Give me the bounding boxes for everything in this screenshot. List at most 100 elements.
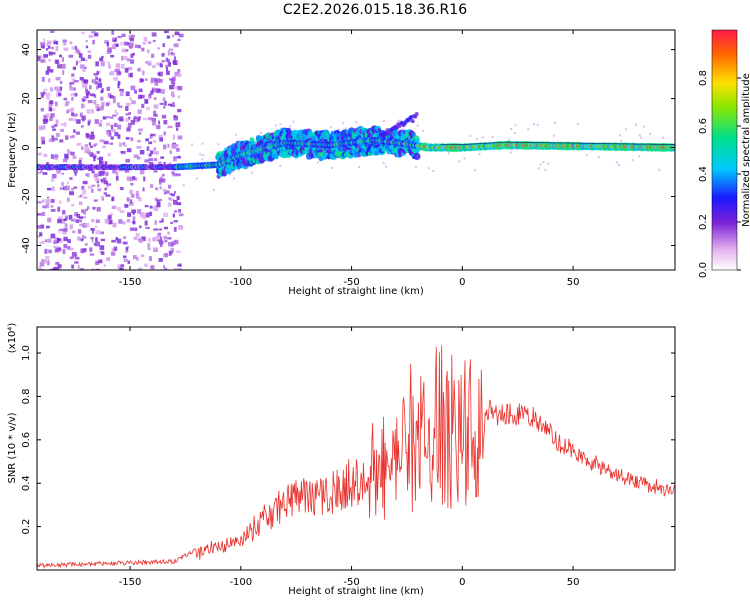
noise-cell [51,186,55,192]
noise-cell [63,218,67,222]
colorbar-tick-label: 0.6 [698,118,709,134]
noise-cell [142,70,145,76]
noise-cell [79,223,84,227]
noise-cell [158,71,163,77]
noise-cell [123,41,128,46]
noise-cell [69,82,75,85]
noise-cell [154,205,159,208]
colorbar [711,29,738,271]
noise-cell [177,69,181,73]
noise-cell [89,247,93,252]
noise-cell [123,144,127,148]
noise-cell [237,168,240,171]
noise-cell [176,195,180,200]
noise-cell [57,267,60,270]
noise-cell [47,217,52,223]
noise-cell [157,232,162,237]
noise-cell [79,112,83,117]
bottom-x-tick-label: -150 [119,577,142,588]
noise-cell [82,180,88,185]
noise-cell [137,156,141,160]
noise-cell [101,88,104,93]
noise-cell [119,90,123,96]
noise-cell [69,256,74,260]
noise-cell [167,58,170,63]
noise-cell [85,59,88,62]
noise-cell [112,114,117,117]
noise-cell [233,177,236,180]
noise-cell [173,43,179,48]
noise-cell [114,43,119,47]
noise-cell [40,224,45,229]
noise-cell [542,161,545,164]
noise-cell [40,44,45,49]
noise-cell [176,202,182,206]
noise-cell [68,214,73,220]
noise-cell [102,177,107,183]
noise-cell [95,61,99,67]
noise-cell [91,79,97,84]
noise-cell [191,143,194,146]
noise-cell [133,177,138,181]
noise-cell [106,116,112,119]
noise-cell [401,128,404,131]
noise-cell [96,106,100,112]
noise-cell [59,86,63,91]
noise-cell [292,120,295,123]
noise-cell [133,117,137,122]
noise-cell [154,158,158,162]
noise-cell [171,102,175,105]
noise-cell [138,196,142,202]
noise-cell [117,124,122,130]
noise-cell [87,100,93,104]
noise-cell [115,175,119,181]
noise-cell [50,209,56,212]
noise-cell [157,72,161,76]
noise-cell [79,194,83,198]
noise-cell [154,81,159,86]
noise-cell [163,144,167,150]
noise-cell [95,76,99,81]
noise-cell [84,147,90,152]
noise-cell [148,153,152,157]
noise-cell [139,238,143,243]
noise-cell [140,79,145,82]
noise-cell [82,99,86,102]
noise-cell [70,92,75,97]
noise-cell [100,238,106,242]
noise-cell [116,102,120,107]
band-cell [410,119,415,124]
noise-cell [98,78,102,83]
noise-cell [202,154,205,157]
noise-cell [166,35,171,39]
noise-cell [508,139,511,142]
noise-cell [639,136,642,139]
noise-cell [77,236,81,241]
noise-cell [416,124,419,127]
noise-cell [86,93,89,99]
noise-cell [105,102,110,107]
band-cell [273,153,279,160]
noise-cell [60,181,64,187]
noise-cell [491,136,494,139]
noise-cell [110,252,116,256]
noise-cell [85,133,90,138]
noise-cell [61,219,66,224]
noise-cell [148,157,154,162]
noise-cell [72,230,76,234]
noise-cell [157,239,162,242]
noise-cell [145,212,150,218]
noise-cell [65,185,70,191]
noise-cell [145,60,150,64]
noise-cell [98,123,102,127]
noise-cell [510,128,513,131]
noise-cell [132,221,136,225]
noise-cell [532,123,535,126]
noise-cell [136,193,140,199]
noise-cell [146,146,150,151]
noise-cell [177,38,181,42]
bottom-x-tick-label: 0 [459,577,465,588]
noise-cell [90,237,94,240]
noise-cell [165,57,169,62]
noise-cell [539,163,542,166]
